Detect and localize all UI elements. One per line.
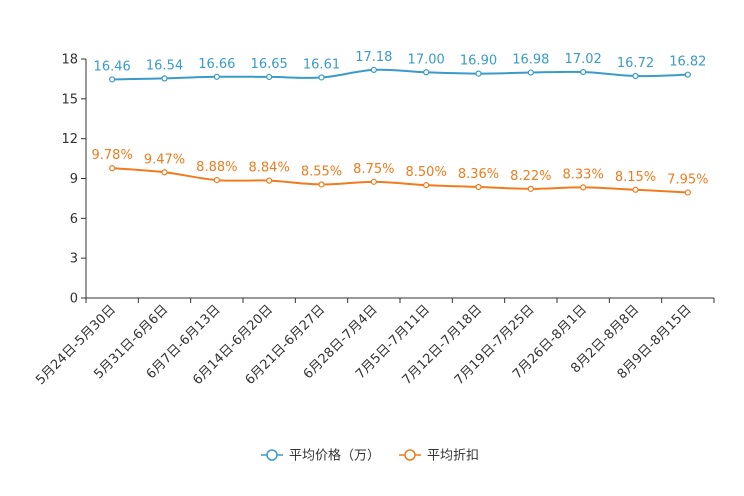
data-point[interactable] [475, 183, 482, 191]
data-label: 16.46 [94, 59, 131, 74]
data-point[interactable] [423, 69, 430, 76]
data-label: 8.33% [563, 167, 604, 182]
data-point[interactable] [213, 176, 220, 184]
legend-item-1[interactable]: 平均价格（万） [261, 448, 380, 464]
data-point[interactable] [580, 68, 587, 76]
data-point[interactable] [580, 184, 587, 191]
legend-marker-icon [266, 449, 278, 461]
y-tick-label: 6 [70, 212, 78, 227]
data-point[interactable] [109, 76, 116, 83]
y-tick-label: 3 [70, 252, 78, 267]
axes: 03691215185月24日-5月30日5月31日-6月6日6月7日-6月13… [33, 53, 715, 388]
data-point[interactable] [370, 66, 377, 73]
legend-label: 平均折扣 [427, 449, 479, 464]
data-point[interactable] [684, 71, 691, 78]
data-point[interactable] [161, 75, 168, 82]
data-point[interactable] [318, 181, 325, 188]
data-label: 16.90 [460, 54, 497, 69]
series-layer: 16.46 16.54 16.66 16.65 16.61 17.18 17.00 16.90… [92, 50, 708, 196]
data-label: 8.84% [249, 161, 290, 176]
data-point[interactable] [527, 69, 534, 76]
data-label: 17.18 [355, 50, 392, 65]
data-point[interactable] [527, 185, 534, 192]
data-label: 16.72 [617, 56, 654, 71]
data-label: 8.50% [406, 165, 447, 180]
legend-marker-icon [404, 449, 416, 461]
legend: 平均价格（万） 平均折扣 [261, 448, 479, 464]
legend-label: 平均价格（万） [289, 448, 380, 464]
data-label: 17.02 [565, 52, 602, 67]
data-point[interactable] [109, 165, 116, 172]
data-point[interactable] [266, 73, 273, 81]
data-point[interactable] [370, 178, 377, 185]
data-label: 8.36% [458, 167, 499, 182]
y-tick-label: 0 [70, 292, 78, 307]
data-point[interactable] [318, 74, 325, 81]
data-point[interactable] [632, 186, 639, 193]
data-point[interactable] [213, 73, 220, 80]
data-point[interactable] [632, 72, 639, 80]
data-point[interactable] [423, 182, 430, 189]
y-tick-label: 18 [61, 53, 78, 68]
data-label: 9.78% [92, 148, 133, 163]
y-tick-label: 9 [70, 172, 78, 187]
data-label: 7.95% [667, 172, 708, 187]
data-label: 16.66 [198, 57, 235, 72]
y-tick-label: 12 [61, 132, 78, 147]
series-line [112, 167, 688, 194]
data-label: 8.88% [196, 160, 237, 175]
data-label: 16.65 [251, 57, 288, 72]
data-point[interactable] [266, 177, 273, 184]
series-line [112, 68, 688, 81]
y-tick-label: 15 [61, 92, 78, 107]
data-label: 8.75% [353, 162, 394, 177]
data-label: 16.98 [512, 53, 549, 68]
data-label: 17.00 [408, 52, 445, 67]
data-point[interactable] [475, 70, 482, 77]
data-point[interactable] [161, 169, 168, 176]
data-label: 16.82 [669, 55, 706, 70]
data-label: 8.15% [615, 170, 656, 185]
data-label: 9.47% [144, 152, 185, 167]
data-label: 8.55% [301, 164, 342, 179]
data-label: 8.22% [510, 169, 551, 184]
legend-item-2[interactable]: 平均折扣 [399, 449, 479, 464]
data-label: 16.61 [303, 57, 340, 72]
series-2: 9.78% 9.47% 8.88% 8.84% 8.55% 8.75% 8.50% 8.36%… [92, 148, 708, 196]
series-1: 16.46 16.54 16.66 16.65 16.61 17.18 17.00 16.90… [94, 50, 706, 83]
data-point[interactable] [684, 189, 691, 196]
data-label: 16.54 [146, 58, 183, 73]
